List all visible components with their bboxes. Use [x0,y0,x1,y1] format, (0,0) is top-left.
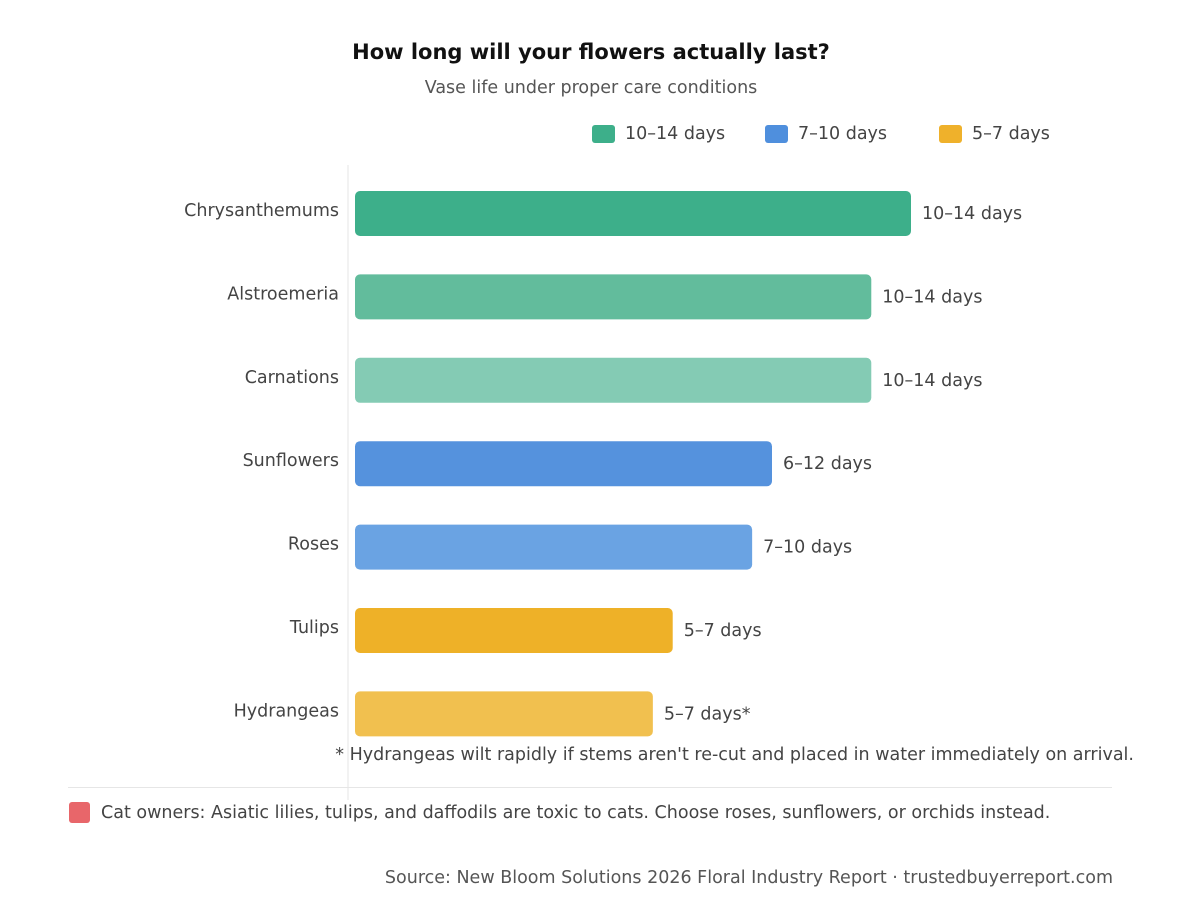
legend-item-10-14-days: 10–14 days [592,121,725,147]
category-label-alstroemeria: Alstroemeria [227,284,339,304]
value-label-sunflowers: 6–12 days [783,454,872,474]
hydrangea-footnote: * Hydrangeas wilt rapidly if stems aren'… [335,745,1134,765]
bar-alstroemeria [355,274,872,320]
bar-carnations [355,357,872,403]
legend-item-5-7-days: 5–7 days [939,121,1050,147]
bar-sunflowers [355,441,772,487]
chart-legend: 10–14 days 7–10 days 5–7 days [0,121,1200,147]
legend-label-5-7-days: 5–7 days [972,124,1050,144]
chart-title: How long will your flowers actually last… [352,40,830,64]
category-label-tulips: Tulips [289,618,339,638]
legend-swatch-7-10-days [765,125,788,143]
legend-swatch-10-14-days [592,125,615,143]
section-divider [68,787,1112,788]
category-label-hydrangeas: Hydrangeas [234,701,339,721]
category-label-chrysanthemums: Chrysanthemums [184,201,339,221]
value-label-roses: 7–10 days [763,538,852,558]
source-credit: Source: New Bloom Solutions 2026 Floral … [384,868,1113,888]
cat-warning: Cat owners: Asiatic lilies, tulips, and … [69,802,1050,823]
bar-chrysanthemums [355,191,911,236]
value-label-tulips: 5–7 days [684,621,762,641]
bar-hydrangeas [355,691,653,737]
value-label-alstroemeria: 10–14 days [882,287,982,307]
legend-label-7-10-days: 7–10 days [798,124,888,144]
bar-tulips [355,608,673,653]
category-label-carnations: Carnations [245,368,339,388]
value-label-carnations: 10–14 days [882,371,982,391]
legend-swatch-5-7-days [939,125,962,143]
warning-swatch [69,802,90,823]
bar-roses [355,524,753,570]
value-label-chrysanthemums: 10–14 days [922,204,1022,224]
category-label-roses: Roses [288,535,339,555]
chart-subtitle: Vase life under proper care conditions [424,78,758,98]
legend-item-7-10-days: 7–10 days [765,121,887,147]
category-label-sunflowers: Sunflowers [243,451,339,471]
cat-warning-text: Cat owners: Asiatic lilies, tulips, and … [101,802,1051,823]
value-label-hydrangeas: 5–7 days* [664,704,751,724]
legend-label-10-14-days: 10–14 days [625,124,726,144]
